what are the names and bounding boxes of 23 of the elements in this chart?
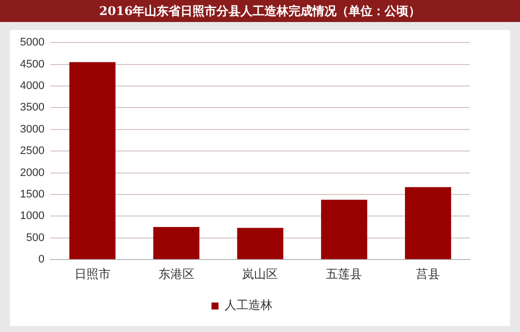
bar <box>153 227 200 260</box>
bar <box>237 228 284 260</box>
bar <box>69 62 116 260</box>
y-tick-label: 500 <box>26 232 44 244</box>
y-tick-label: 3500 <box>20 102 44 114</box>
y-tick-label: 2000 <box>20 166 44 179</box>
y-tick-label: 4500 <box>20 58 44 70</box>
legend-label: 人工造林 <box>224 298 272 312</box>
y-tick-label: 3000 <box>20 123 44 136</box>
x-tick-label: 莒县 <box>416 267 440 282</box>
y-tick-label: 2500 <box>20 145 44 158</box>
chart-title: 2016年山东省日照市分县人工造林完成情况（单位：公顷） <box>0 0 520 22</box>
x-tick-label: 岚山区 <box>242 267 278 282</box>
y-tick-label: 1500 <box>20 188 44 201</box>
y-tick-label: 5000 <box>20 36 44 49</box>
x-tick-label: 东港区 <box>158 267 194 282</box>
y-tick-label: 4000 <box>20 80 44 92</box>
bar <box>321 200 368 260</box>
bar <box>404 187 452 260</box>
x-tick-label: 日照市 <box>74 267 110 282</box>
y-tick-label: 0 <box>38 254 44 266</box>
x-tick-label: 五莲县 <box>326 267 362 282</box>
y-tick-label: 1000 <box>20 210 44 222</box>
